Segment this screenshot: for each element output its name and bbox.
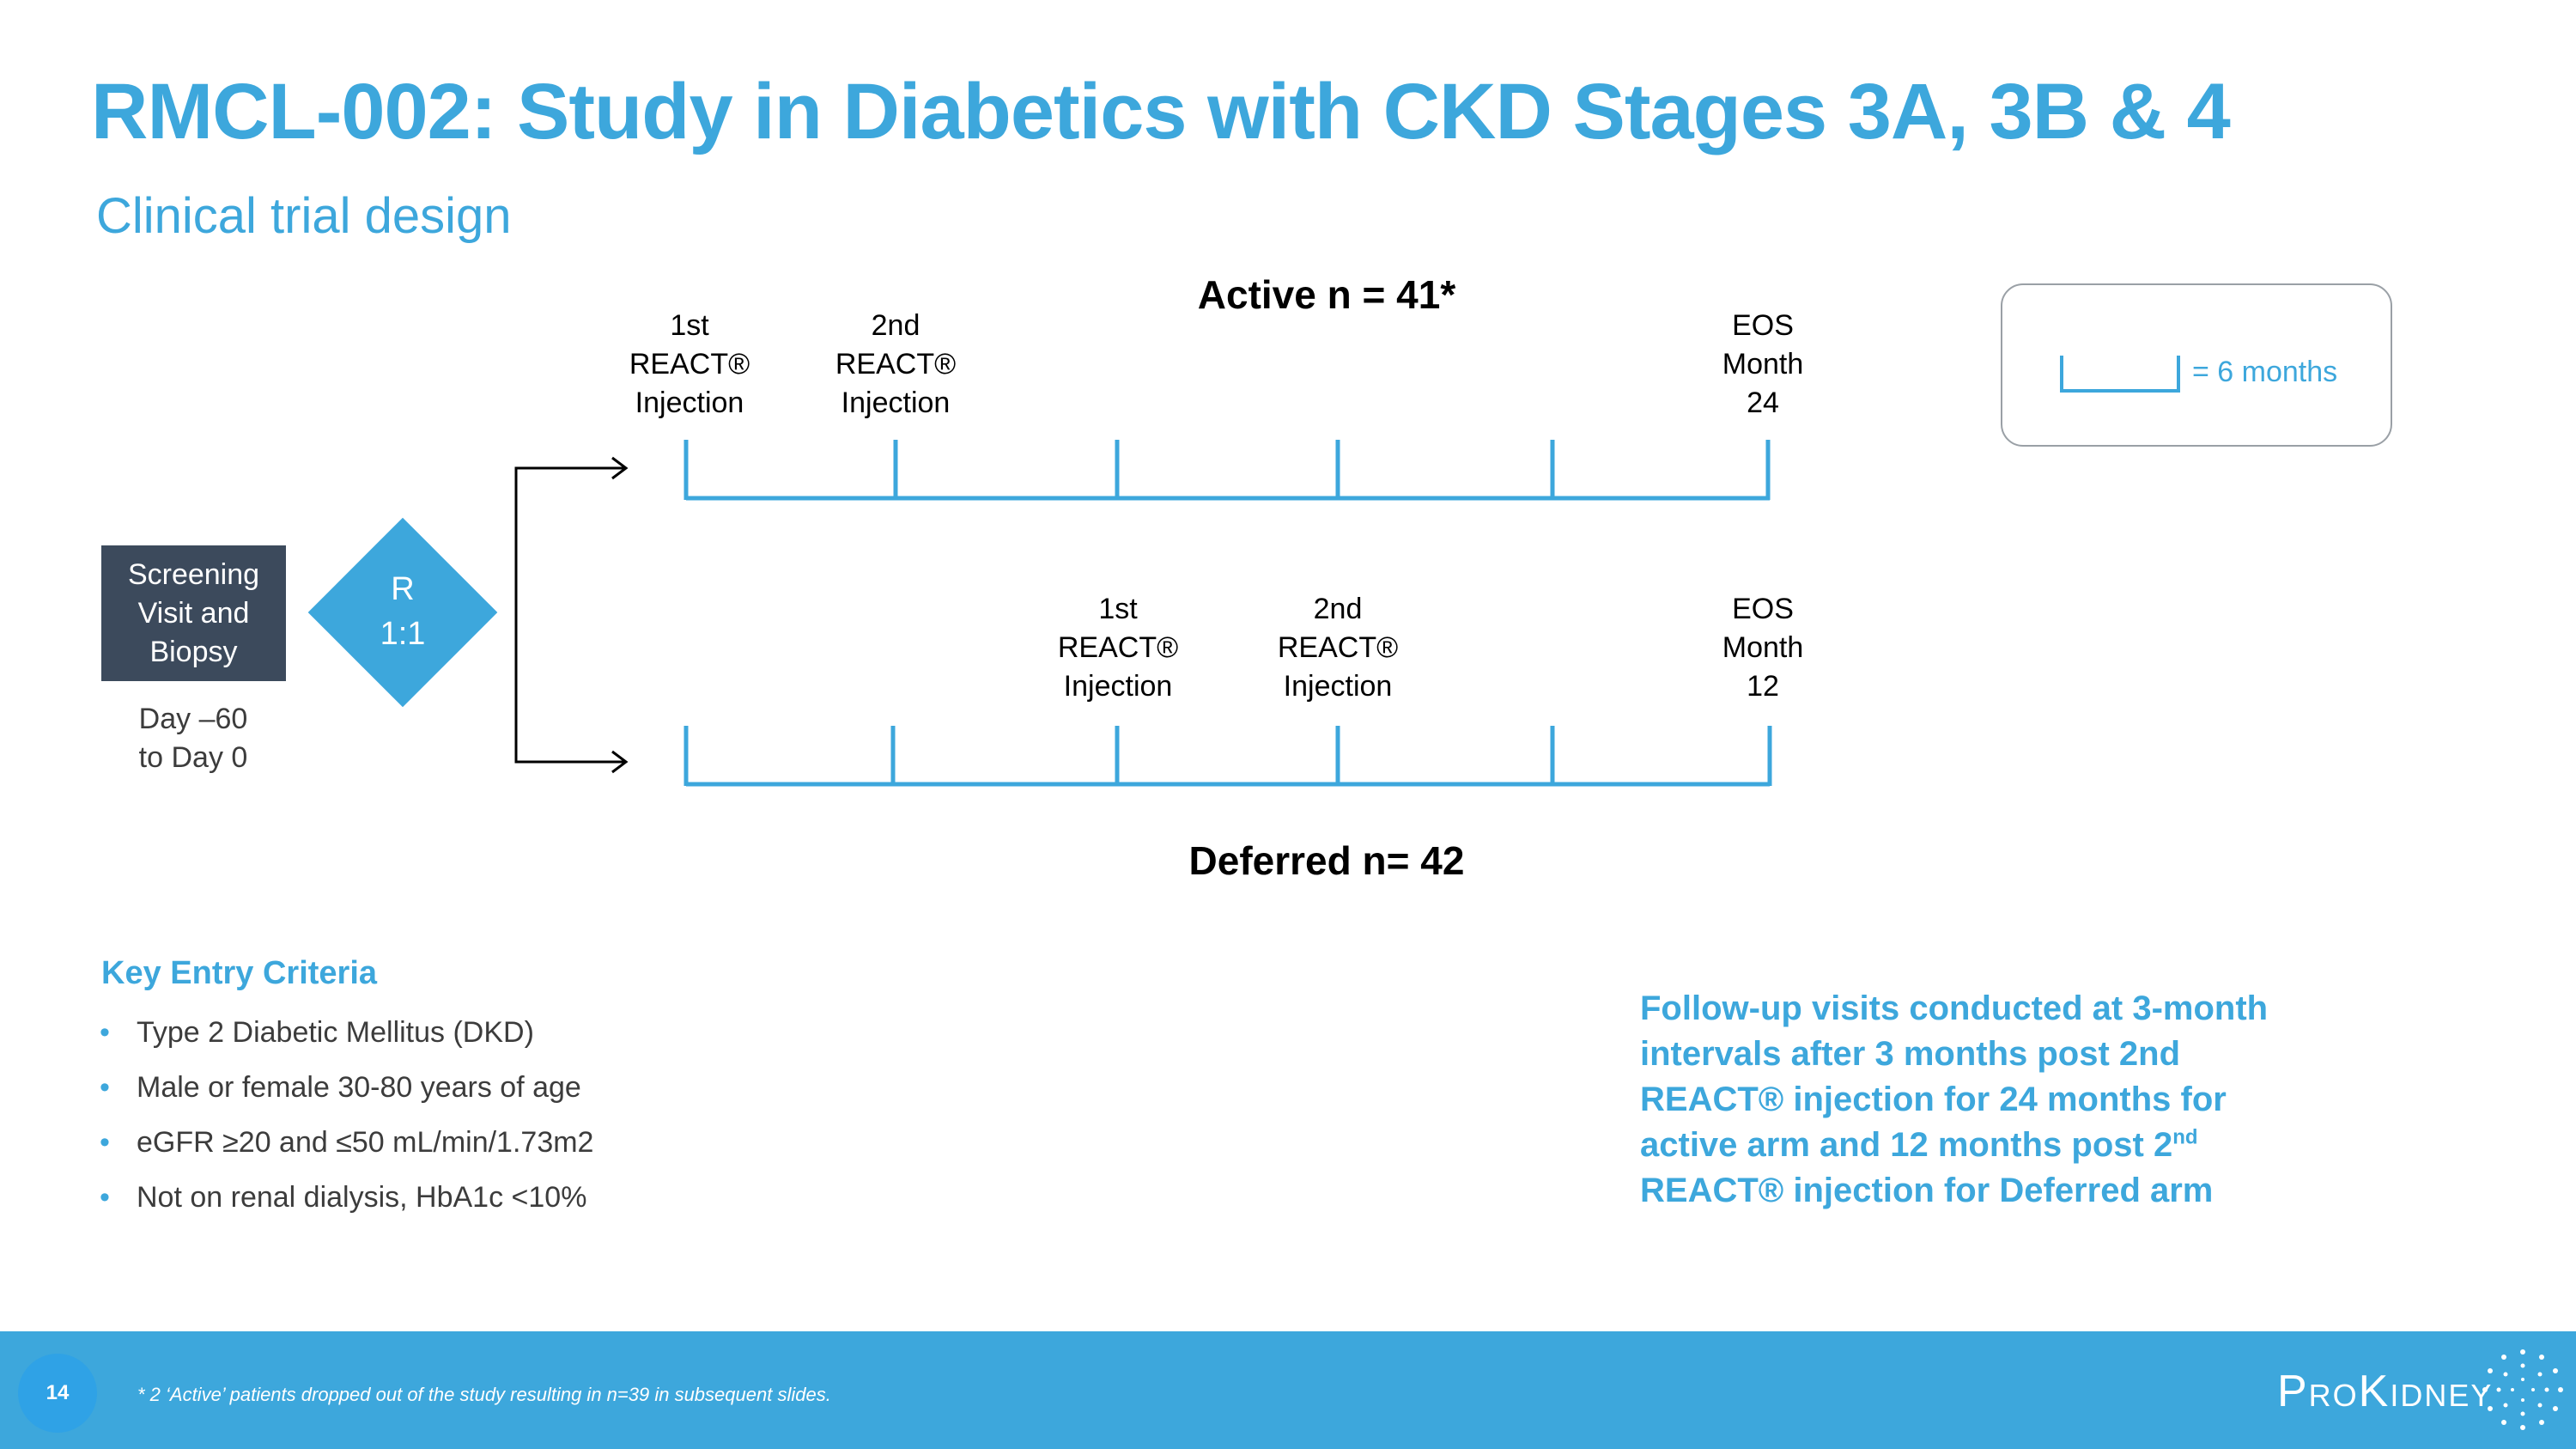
logo-text: ProKidney — [2277, 1367, 2494, 1416]
slide-subtitle: Clinical trial design — [96, 188, 512, 244]
page-number: 14 — [18, 1354, 97, 1433]
arrow-to-active-icon — [611, 456, 629, 480]
arrow-to-deferred-icon — [611, 750, 629, 774]
legend-bracket-icon — [2060, 356, 2180, 393]
criteria-item: Not on renal dialysis, HbA1c <10% — [96, 1177, 593, 1232]
deferred-timeline — [683, 726, 1772, 787]
deferred-first-injection-label: 1st REACT® Injection — [1057, 593, 1179, 703]
active-second-injection-label: 2nd REACT® Injection — [835, 309, 957, 419]
arm-split-connector — [514, 466, 626, 764]
deferred-second-injection-label: 2nd REACT® Injection — [1277, 593, 1399, 703]
prokidney-logo-icon — [2482, 1349, 2563, 1430]
deferred-eos-label: EOS Month 12 — [1722, 593, 1804, 703]
criteria-item: Male or female 30-80 years of age — [96, 1067, 593, 1122]
slide-title: RMCL-002: Study in Diabetics with CKD St… — [91, 68, 2231, 155]
criteria-item: Type 2 Diabetic Mellitus (DKD) — [96, 1012, 593, 1067]
active-timeline — [683, 440, 1771, 501]
criteria-list: Type 2 Diabetic Mellitus (DKD) Male or f… — [96, 1012, 593, 1232]
deferred-arm-title: Deferred n= 42 — [1188, 838, 1465, 883]
active-first-injection-label: 1st REACT® Injection — [629, 309, 750, 419]
randomization-arrows — [514, 456, 629, 774]
active-eos-label: EOS Month 24 — [1722, 309, 1804, 419]
screening-day-range: Day –60 to Day 0 — [138, 703, 248, 774]
active-arm-title: Active n = 41* — [1197, 272, 1456, 317]
footnote: * 2 ‘Active’ patients dropped out of the… — [137, 1384, 831, 1405]
legend-text: = 6 months — [2192, 356, 2338, 388]
legend-box — [2001, 283, 2392, 447]
criteria-heading: Key Entry Criteria — [101, 955, 378, 991]
followup-note: Follow-up visits conducted at 3-month in… — [1640, 989, 2269, 1209]
footer-bar — [0, 1331, 2576, 1449]
criteria-item: eGFR ≥20 and ≤50 mL/min/1.73m2 — [96, 1122, 593, 1177]
screening-visit-box: Screening Visit and Biopsy — [101, 545, 286, 681]
randomization-label: R 1:1 — [380, 571, 426, 652]
